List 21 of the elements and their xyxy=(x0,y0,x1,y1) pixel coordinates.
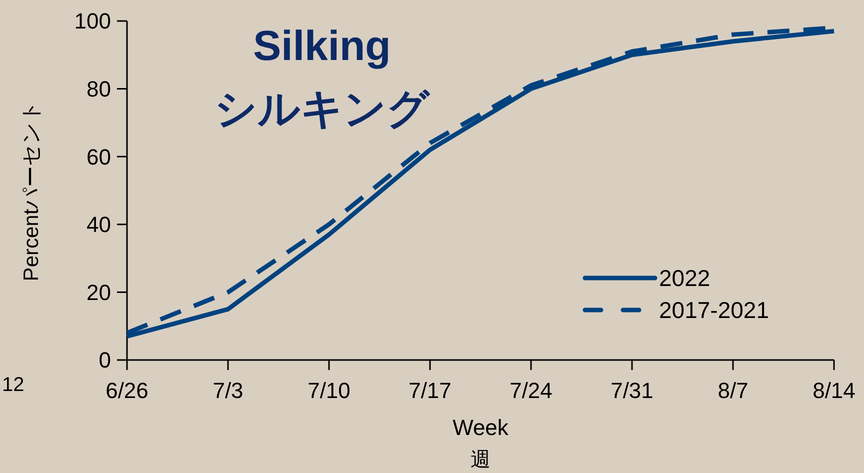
legend-label: 2022 xyxy=(659,265,710,292)
x-axis-title: Week 週 xyxy=(452,415,510,471)
x-tick-label: 7/3 xyxy=(212,378,244,403)
y-tick-label: 80 xyxy=(86,76,111,102)
x-tick-label: 8/7 xyxy=(718,378,748,403)
text: シルキング xyxy=(214,85,430,132)
y-tick-label: 20 xyxy=(86,280,111,305)
x-tick-label: 6/26 xyxy=(106,378,148,403)
y-tick-label: 60 xyxy=(86,144,111,170)
y-tick-label: 0 xyxy=(98,348,111,373)
x-tick-label: 7/10 xyxy=(308,378,350,403)
text: 12 xyxy=(2,374,24,396)
x-tick-label: 7/17 xyxy=(408,378,452,403)
x-tick-label: 7/24 xyxy=(510,378,552,403)
legend-label: 2017-2021 xyxy=(659,297,769,324)
y-tick-label: 40 xyxy=(86,212,111,238)
x-tick-label: 8/14 xyxy=(812,378,856,403)
y-tick-label: 100 xyxy=(74,8,111,34)
chart-title: Silking xyxy=(253,22,391,69)
x-tick-label: 7/31 xyxy=(610,378,654,403)
y-axis-title: Percentパーセント xyxy=(20,100,43,282)
